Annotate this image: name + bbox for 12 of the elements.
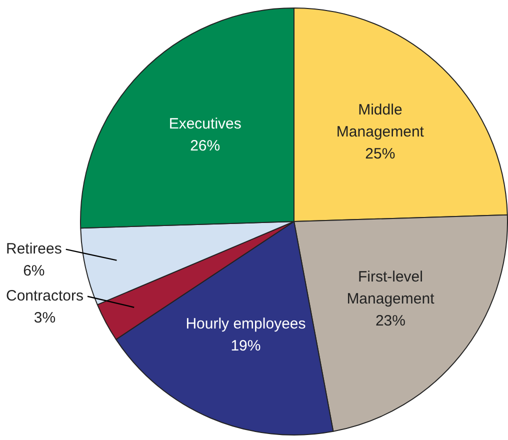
slice-label: Retirees <box>6 240 62 258</box>
data-label: 25% <box>365 146 396 163</box>
data-label: 6% <box>23 262 45 280</box>
slice-label: Executives <box>168 115 242 132</box>
slice-label: Middle Management <box>336 102 425 141</box>
data-label: 26% <box>190 137 220 154</box>
slice-label: First-level Management <box>346 268 436 308</box>
data-label: 19% <box>230 338 261 355</box>
data-label: 23% <box>375 312 406 330</box>
data-label: 3% <box>34 309 56 326</box>
slice-label: Hourly employees <box>186 316 306 333</box>
slice-label: Contractors <box>6 287 84 304</box>
